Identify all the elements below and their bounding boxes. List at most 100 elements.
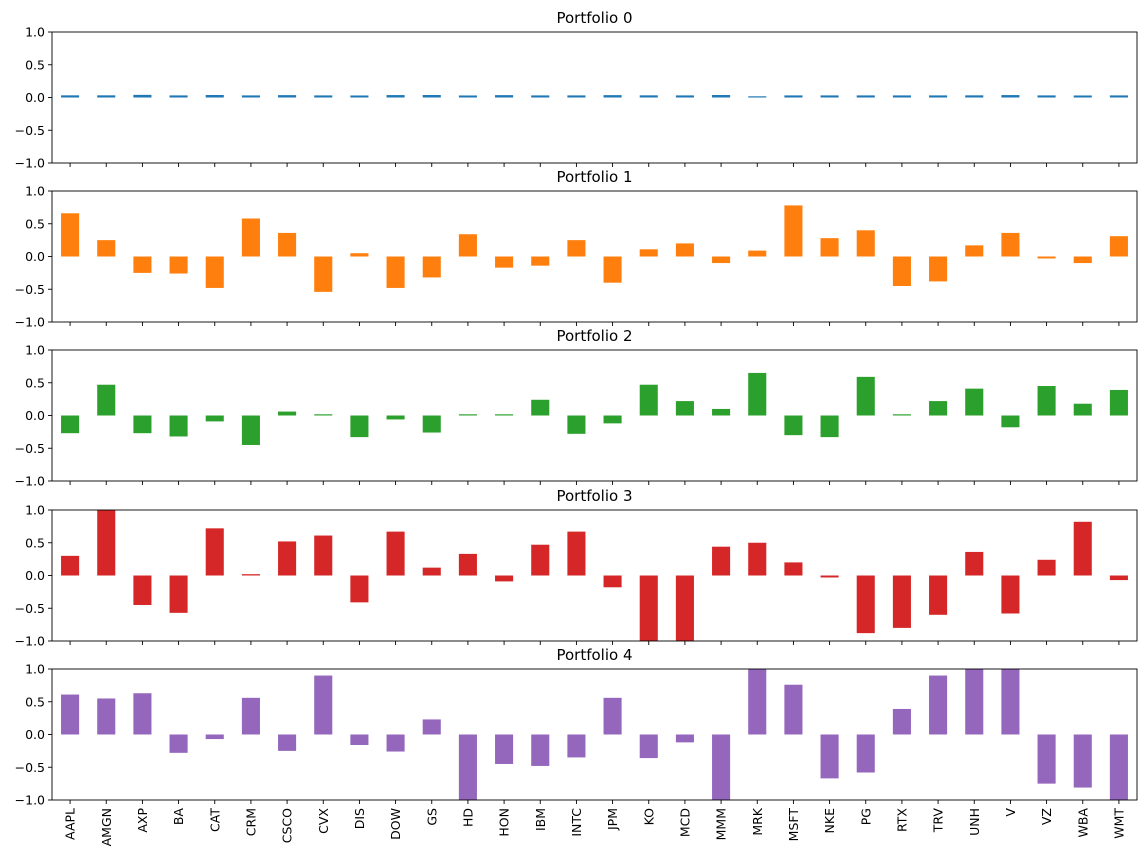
- bar-4-dow: [386, 734, 405, 752]
- bar-0-v: [1001, 95, 1020, 98]
- bar-2-wba: [1073, 403, 1092, 416]
- bar-0-gs: [422, 95, 441, 98]
- y-tick-label: −0.5: [15, 123, 45, 138]
- y-tick-label: 0.5: [25, 57, 45, 72]
- x-tick-label-axp: AXP: [135, 808, 150, 833]
- bar-0-vz: [1037, 95, 1056, 98]
- bar-4-axp: [133, 693, 152, 735]
- bar-3-cvx: [314, 535, 333, 576]
- panel-2: −1.0 −0.5 0.0 0.5 1.0 Portfolio 2: [15, 327, 1138, 489]
- bar-0-mrk: [748, 96, 767, 98]
- bar-3-msft: [784, 562, 803, 576]
- bar-1-rtx: [892, 256, 911, 286]
- bar-0-ko: [639, 95, 658, 98]
- bar-4-crm: [241, 697, 260, 735]
- bar-1-nke: [820, 238, 839, 257]
- y-tick-label: 0.0: [25, 568, 45, 583]
- x-tick-label-csco: CSCO: [280, 808, 295, 843]
- bar-1-ba: [169, 256, 188, 274]
- bar-1-ko: [639, 249, 658, 257]
- y-tick-label: 1.0: [25, 662, 45, 677]
- bar-2-msft: [784, 415, 803, 436]
- bar-2-ko: [639, 384, 658, 416]
- x-tick-label-unh: UNH: [967, 808, 982, 836]
- x-tick-label-amgn: AMGN: [99, 808, 114, 846]
- bar-1-cat: [205, 256, 224, 288]
- bar-3-amgn: [97, 510, 116, 576]
- bar-3-rtx: [892, 575, 911, 628]
- x-tick-label-trv: TRV: [931, 808, 946, 834]
- panel-1: −1.0 −0.5 0.0 0.5 1.0 Portfolio 1: [15, 168, 1138, 330]
- bar-1-jpm: [603, 256, 622, 283]
- y-tick-label: 1.0: [25, 503, 45, 518]
- y-tick-label: 0.5: [25, 375, 45, 390]
- bar-4-vz: [1037, 734, 1056, 784]
- bar-1-dis: [350, 253, 369, 257]
- bar-3-crm: [241, 574, 260, 576]
- bar-1-unh: [965, 245, 984, 257]
- bar-1-ibm: [531, 256, 550, 266]
- bar-0-rtx: [892, 95, 911, 98]
- x-tick-label-gs: GS: [424, 808, 439, 826]
- bar-0-amgn: [97, 95, 116, 98]
- bar-1-mmm: [712, 256, 731, 264]
- bar-0-aapl: [61, 95, 80, 98]
- bar-4-hon: [495, 734, 514, 764]
- panel-title: Portfolio 0: [556, 9, 632, 27]
- bar-1-trv: [929, 256, 948, 282]
- bar-2-cat: [205, 415, 224, 422]
- y-tick-label: 0.5: [25, 535, 45, 550]
- bar-3-intc: [567, 531, 586, 576]
- bar-3-wba: [1073, 521, 1092, 576]
- panel-title: Portfolio 2: [556, 327, 632, 345]
- x-tick-label-vz: VZ: [1039, 808, 1054, 825]
- y-tick-label: 1.0: [25, 184, 45, 199]
- bar-0-axp: [133, 94, 152, 98]
- y-tick-label: −1.0: [15, 315, 45, 330]
- bar-4-trv: [929, 675, 948, 735]
- y-tick-label: 0.5: [25, 694, 45, 709]
- x-tick-label-nke: NKE: [822, 808, 837, 834]
- bar-2-nke: [820, 415, 839, 438]
- bar-3-mrk: [748, 542, 767, 576]
- bar-3-jpm: [603, 575, 622, 588]
- bar-0-dow: [386, 95, 405, 98]
- bar-1-v: [1001, 232, 1020, 257]
- bar-3-v: [1001, 575, 1020, 614]
- bar-3-gs: [422, 567, 441, 576]
- bar-0-mcd: [675, 95, 694, 98]
- x-tick-label-mcd: MCD: [677, 808, 692, 837]
- bar-1-pg: [856, 230, 875, 257]
- bar-2-wmt: [1109, 389, 1128, 416]
- x-tick-label-pg: PG: [858, 808, 873, 825]
- bar-0-ba: [169, 95, 188, 98]
- bar-1-aapl: [61, 213, 80, 257]
- bar-2-rtx: [892, 414, 911, 416]
- x-tick-label-msft: MSFT: [786, 808, 801, 842]
- bar-2-dow: [386, 415, 405, 420]
- y-tick-label: 0.0: [25, 90, 45, 105]
- bar-1-mrk: [748, 250, 767, 257]
- bar-3-ko: [639, 575, 658, 641]
- bar-3-cat: [205, 528, 224, 576]
- bar-3-wmt: [1109, 575, 1128, 581]
- bar-0-intc: [567, 95, 586, 98]
- bar-1-vz: [1037, 256, 1056, 259]
- bar-2-mcd: [675, 401, 694, 416]
- bar-1-crm: [241, 218, 260, 257]
- bar-1-msft: [784, 205, 803, 257]
- x-tick-label-intc: INTC: [569, 808, 584, 837]
- bar-2-hon: [495, 414, 514, 416]
- bar-2-dis: [350, 415, 369, 438]
- bar-3-csco: [278, 541, 297, 576]
- bar-2-axp: [133, 415, 152, 434]
- y-tick-label: −0.5: [15, 760, 45, 775]
- y-tick-label: −0.5: [15, 601, 45, 616]
- bar-1-gs: [422, 256, 441, 278]
- bar-3-dis: [350, 575, 369, 603]
- bar-4-ko: [639, 734, 658, 759]
- bar-3-ibm: [531, 544, 550, 576]
- bar-3-vz: [1037, 559, 1056, 576]
- bar-3-nke: [820, 575, 839, 578]
- bar-0-nke: [820, 95, 839, 98]
